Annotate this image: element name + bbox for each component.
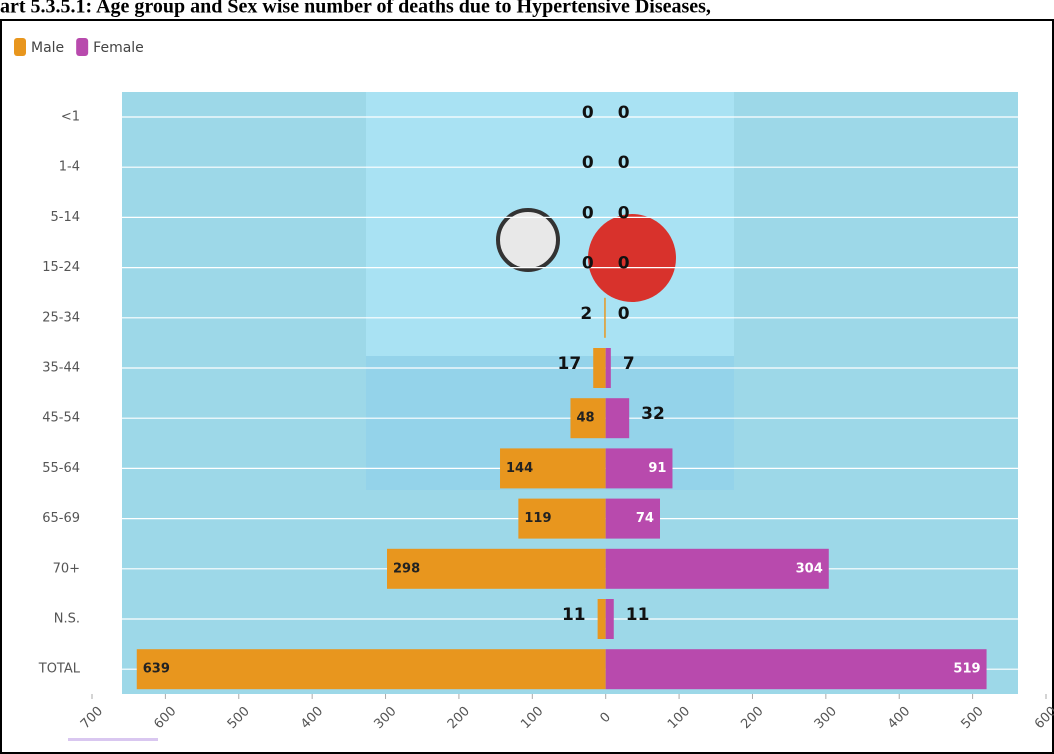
x-tick-label: 100 xyxy=(665,704,693,732)
value-label: 17 xyxy=(558,354,582,374)
scrollbar xyxy=(68,738,158,741)
bar xyxy=(593,348,606,388)
bar xyxy=(605,548,829,589)
bar xyxy=(605,398,630,439)
x-tick-label: 500 xyxy=(959,704,987,732)
y-tick-label: 5-14 xyxy=(50,210,80,225)
y-tick-label: 15-24 xyxy=(42,260,80,275)
x-tick-label: 200 xyxy=(445,704,473,732)
chart-title: art 5.3.5.1: Age group and Sex wise numb… xyxy=(0,0,711,18)
y-tick-label: TOTAL xyxy=(38,662,81,677)
y-tick-label: 1-4 xyxy=(59,160,80,175)
gauge-decoration xyxy=(496,208,560,272)
x-tick-label: 400 xyxy=(885,704,913,732)
y-tick-label: 45-54 xyxy=(42,411,80,426)
value-label: 11 xyxy=(626,605,650,625)
bar xyxy=(605,599,614,639)
y-tick-label: 55-64 xyxy=(42,461,80,476)
y-tick-label: 25-34 xyxy=(42,310,80,325)
x-tick-label: 600 xyxy=(151,704,179,732)
bar xyxy=(500,448,606,489)
value-label: 144 xyxy=(506,461,533,476)
x-tick-label: 0 xyxy=(597,710,613,726)
bar xyxy=(597,599,606,639)
y-tick-label: 65-69 xyxy=(42,511,80,526)
x-tick-label: 300 xyxy=(812,704,840,732)
y-tick-label: N.S. xyxy=(54,612,80,627)
value-label: 298 xyxy=(393,561,420,576)
bar xyxy=(136,649,606,690)
value-label: 74 xyxy=(636,511,654,526)
y-tick-label: 70+ xyxy=(53,561,80,576)
x-tick-label: 100 xyxy=(518,704,546,732)
value-label: 0 xyxy=(582,153,594,173)
x-tick-label: 500 xyxy=(225,704,253,732)
heart-decoration xyxy=(588,214,676,302)
x-tick-label: 600 xyxy=(1032,704,1054,732)
legend-label: Male xyxy=(31,40,64,56)
value-label: 2 xyxy=(580,304,592,324)
value-label: 0 xyxy=(618,103,630,123)
bar xyxy=(605,649,987,690)
value-label: 0 xyxy=(618,254,630,274)
bar xyxy=(570,398,606,439)
x-tick-label: 700 xyxy=(78,704,106,732)
value-label: 639 xyxy=(143,662,170,677)
x-tick-label: 300 xyxy=(371,704,399,732)
bar xyxy=(387,548,606,589)
value-label: 304 xyxy=(796,561,823,576)
legend-label: Female xyxy=(93,40,144,56)
value-label: 0 xyxy=(582,254,594,274)
value-label: 0 xyxy=(582,203,594,223)
legend-swatch xyxy=(76,38,89,56)
value-label: 0 xyxy=(618,304,630,324)
value-label: 48 xyxy=(576,411,594,426)
value-label: 32 xyxy=(641,404,665,424)
value-label: 0 xyxy=(618,203,630,223)
value-label: 0 xyxy=(582,103,594,123)
bar xyxy=(605,448,673,489)
value-label: 7 xyxy=(623,354,635,374)
x-tick-label: 400 xyxy=(298,704,326,732)
value-label: 119 xyxy=(524,511,551,526)
y-tick-label: 35-44 xyxy=(42,361,80,376)
bar xyxy=(605,348,611,388)
value-label: 91 xyxy=(648,461,666,476)
value-label: 11 xyxy=(562,605,586,625)
x-tick-label: 200 xyxy=(738,704,766,732)
y-tick-label: <1 xyxy=(61,110,80,125)
bar xyxy=(518,498,606,539)
bar xyxy=(605,498,660,539)
value-label: 0 xyxy=(618,153,630,173)
frame xyxy=(0,19,1054,754)
legend-swatch xyxy=(14,38,26,56)
bar xyxy=(604,297,606,338)
value-label: 519 xyxy=(953,662,980,677)
